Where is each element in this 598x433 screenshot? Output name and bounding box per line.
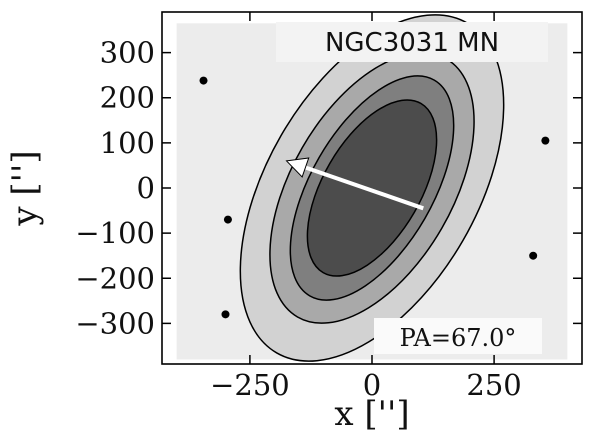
point-source-5: [221, 310, 230, 319]
point-source-1: [199, 76, 208, 85]
x-tick-label: −250: [210, 368, 290, 402]
title-backdrop: [276, 22, 548, 62]
point-source-2: [529, 251, 538, 260]
chart-title: NGC3031 MN: [325, 28, 499, 58]
y-tick-label: 100: [100, 126, 155, 160]
y-tick-label: −200: [75, 261, 155, 295]
contour-level-4: [306, 99, 438, 277]
annotation-backdrop: [374, 318, 542, 354]
y-tick-label: 200: [100, 81, 155, 115]
point-source-3: [541, 136, 550, 145]
y-tick-label: −100: [75, 216, 155, 250]
y-tick-label: 0: [137, 171, 155, 205]
y-tick-label: 300: [100, 36, 155, 70]
point-source-4: [223, 215, 232, 224]
x-axis-title: x ['']: [334, 394, 409, 433]
y-tick-label: −300: [75, 306, 155, 340]
direction-arrow-head: [285, 157, 310, 178]
direction-arrow-shaft: [304, 165, 424, 211]
y-axis-title: y ['']: [5, 150, 45, 226]
x-tick-label: 0: [363, 368, 381, 402]
x-tick-label: 250: [466, 368, 521, 402]
position-angle-label: PA=67.0°: [400, 324, 517, 352]
